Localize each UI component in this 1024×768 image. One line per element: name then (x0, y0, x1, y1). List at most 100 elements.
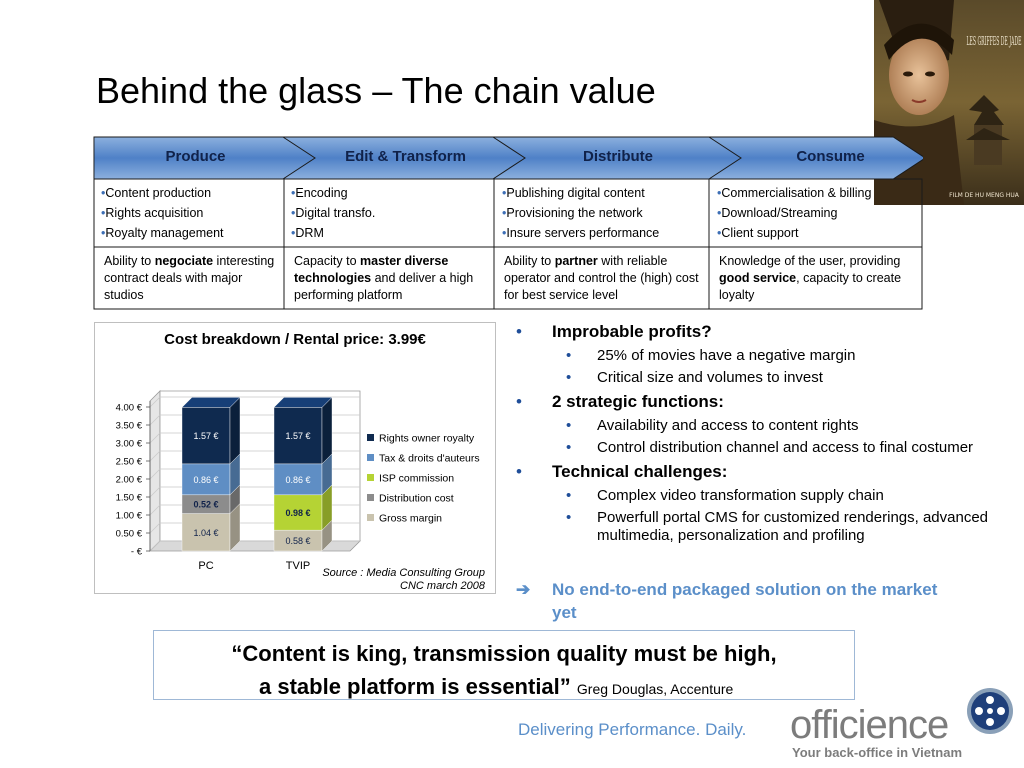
bar-top (181, 397, 241, 408)
list-item: •Rights acquisition (101, 206, 204, 220)
ability-consume: Knowledge of the user, providing good se… (719, 254, 902, 302)
y-tick-label: 1.00 € (116, 511, 143, 522)
legend-label: Rights owner royalty (379, 433, 475, 445)
sub-bullet: Powerfull portal CMS for customized rend… (516, 509, 1006, 545)
quote-text: a stable platform is essential” (259, 674, 571, 699)
bullet-technical-challenges: Technical challenges: (516, 461, 1006, 483)
bar-segment (181, 463, 231, 496)
company-logo-text: officience (790, 703, 949, 747)
chart-title: Cost breakdown / Rental price: 3.99€ (164, 331, 426, 348)
gridline-side (149, 486, 161, 498)
data-label: 0.86 € (193, 475, 218, 485)
sub-bullet: Critical size and volumes to invest (516, 369, 1006, 387)
quote-line-1: “Content is king, transmission quality m… (231, 641, 777, 666)
poster-credit-text: FILM DE HU MENG HUA (949, 192, 1020, 199)
arrow-right-icon: ➔ (516, 580, 531, 599)
bar-segment (181, 513, 231, 552)
bar-segment (181, 407, 231, 465)
gridline-side (149, 414, 161, 426)
bullet-improbable-profits: Improbable profits? (516, 321, 1006, 343)
value-chain-table: Produce Edit & Transform Distribute Cons… (93, 135, 923, 310)
data-label: 1.04 € (193, 528, 218, 538)
x-tick-label: TVIP (286, 560, 310, 572)
cost-breakdown-chart: Cost breakdown / Rental price: 3.99€ - €… (94, 322, 496, 594)
stage-header-consume: Consume (796, 148, 865, 165)
gridline-side (149, 522, 161, 534)
list-item: •Royalty management (101, 226, 224, 240)
bar-segment (273, 407, 323, 465)
list-item: •Publishing digital content (502, 186, 645, 200)
list-item: •Content production (101, 186, 212, 200)
list-item: •Encoding (291, 186, 348, 200)
footer-tagline: Delivering Performance. Daily. (518, 720, 747, 739)
gridline-side (149, 468, 161, 480)
ability-edit-transform: Capacity to master diverse technologies … (294, 254, 474, 302)
conclusion-text: No end-to-end packaged solution on the m… (552, 580, 938, 622)
bar-segment (273, 463, 323, 496)
chart-source: Source : Media Consulting Group CNC marc… (310, 567, 485, 593)
legend-label: Tax & droits d'auteurs (379, 453, 480, 465)
y-tick-label: 2.00 € (116, 475, 143, 486)
slide-title: Behind the glass – The chain value (96, 70, 656, 111)
x-tick-label: PC (198, 560, 213, 572)
bar-segment (273, 494, 323, 531)
stage-items-produce: •Content production •Rights acquisition … (101, 183, 224, 243)
y-tick-label: 4.00 € (116, 403, 143, 414)
data-label: 0.98 € (285, 508, 310, 518)
bullet-strategic-functions: 2 strategic functions: (516, 391, 1006, 413)
list-item: •Client support (717, 226, 799, 240)
list-item: •Digital transfo. (291, 206, 376, 220)
stage-header-distribute: Distribute (582, 148, 653, 165)
stage-items-edit-transform: •Encoding •Digital transfo. •DRM (291, 183, 375, 243)
sub-bullet: 25% of movies have a negative margin (516, 347, 1006, 365)
sub-bullet: Availability and access to content right… (516, 417, 1006, 435)
list-item: •Provisioning the network (502, 206, 643, 220)
list-item: •Download/Streaming (717, 206, 838, 220)
list-item: •Insure servers performance (502, 226, 660, 240)
gridline-side (149, 396, 161, 408)
stage-items-consume: •Commercialisation & billing •Download/S… (717, 183, 871, 243)
legend-label: Distribution cost (379, 493, 454, 505)
ability-distribute: Ability to partner with reliable operato… (504, 254, 699, 302)
chart-plot: - € 0.50 € 1.00 € 1.50 € 2.00 € 2.50 € 3.00 € 3… (116, 390, 480, 572)
sub-bullet: Control distribution channel and access … (516, 439, 1006, 457)
chart-side-wall (149, 390, 161, 552)
bar-top (273, 397, 333, 408)
data-label: 0.86 € (285, 475, 310, 485)
legend-label: ISP commission (379, 473, 454, 485)
legend-swatch (367, 434, 374, 441)
y-tick-label: 3.00 € (116, 439, 143, 450)
gridline-side (149, 432, 161, 444)
stage-items-distribute: •Publishing digital content •Provisionin… (502, 183, 659, 243)
gridline-side (149, 450, 161, 462)
source-line: Source : Media Consulting Group (322, 567, 485, 579)
legend-swatch (367, 494, 374, 501)
gridline-side (149, 504, 161, 516)
bar-segment-side (321, 396, 333, 465)
ability-produce: Ability to negociate interesting contrac… (104, 254, 275, 302)
list-item: •DRM (291, 226, 324, 240)
gridline-side (149, 540, 161, 552)
y-tick-label: 1.50 € (116, 493, 143, 504)
data-label: 0.58 € (285, 536, 310, 546)
legend-swatch (367, 474, 374, 481)
y-tick-label: 3.50 € (116, 421, 143, 432)
stage-header-produce: Produce (165, 148, 226, 165)
list-item: •Commercialisation & billing (717, 186, 872, 200)
legend-swatch (367, 454, 374, 461)
movie-poster-image: LES GRIFFES DE JADE FILM DE HU MENG HUA (874, 0, 1024, 205)
data-label: 1.57 € (193, 431, 218, 441)
quote-line-2: a stable platform is essential” Greg Dou… (259, 674, 733, 700)
source-line: CNC march 2008 (400, 580, 485, 592)
y-tick-label: 2.50 € (116, 457, 143, 468)
poster-title-text: LES GRIFFES DE JADE (967, 34, 1022, 48)
y-tick-label: 0.50 € (116, 529, 143, 540)
stage-header-edit-transform: Edit & Transform (345, 148, 466, 165)
y-tick-label: - € (131, 547, 143, 558)
sub-bullet: Complex video transformation supply chai… (516, 487, 1006, 505)
quote-attribution: Greg Douglas, Accenture (576, 681, 734, 697)
company-logo-subtitle: Your back-office in Vietnam (792, 745, 963, 760)
data-label: 0.52 € (193, 500, 218, 510)
data-label: 1.57 € (285, 431, 310, 441)
legend-label: Gross margin (379, 513, 442, 525)
